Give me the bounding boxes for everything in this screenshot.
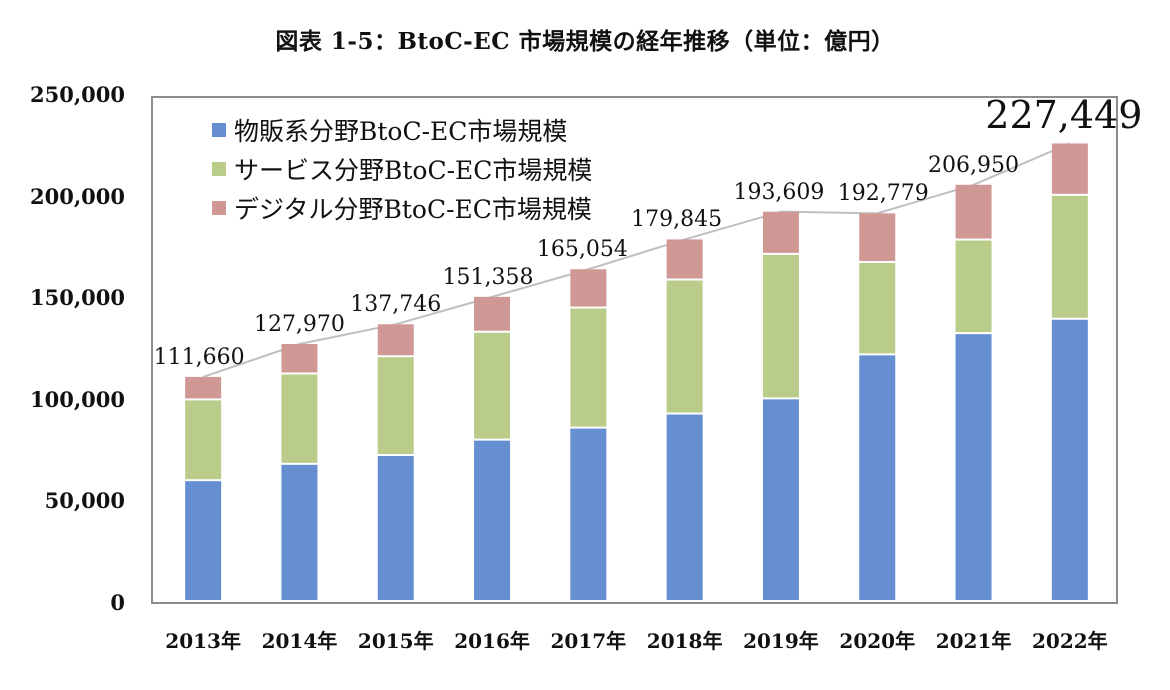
y-tick-label: 0 [110,590,125,615]
bar-segment [955,334,992,600]
bar-segment [185,481,222,600]
bar-segment [762,399,799,600]
total-label: 193,609 [733,179,825,205]
bar-segment [859,355,896,600]
chart-title: 図表 1-5：BtoC-EC 市場規模の経年推移（単位：億円） [275,28,895,55]
total-label: 151,358 [442,264,534,290]
x-tick-label: 2016年 [454,629,530,653]
x-tick-label: 2018年 [646,629,723,653]
bar-segment [1051,195,1088,318]
bar-segment [377,324,414,356]
bar-segment [185,400,222,480]
bar-segment [281,344,318,373]
total-label: 165,054 [536,237,628,263]
legend-label-services: サービス分野BtoC-EC市場規模 [234,155,593,185]
x-tick-label: 2020年 [839,629,916,653]
legend-item-digital: デジタル分野BtoC-EC市場規模 [212,188,592,227]
bar-segment [474,332,511,439]
y-tick-label: 200,000 [30,183,125,209]
legend-swatch-digital [212,200,226,215]
y-tick-label: 100,000 [30,386,125,412]
total-label: 137,746 [350,292,442,318]
y-tick-label: 250,000 [30,82,125,107]
bar-segment [955,184,992,239]
x-tick-label: 2019年 [743,629,819,653]
bar-segment [666,239,703,279]
total-label: 127,970 [253,312,345,337]
bar-segment [1051,319,1088,600]
bar-segment [570,428,607,600]
bar-segment [666,280,703,413]
bar-segment [281,464,318,600]
x-tick-label: 2017年 [550,629,627,653]
bar-segment [377,456,414,600]
legend-item-services: サービス分野BtoC-EC市場規模 [212,149,592,188]
bar-segment [570,269,607,307]
y-tick-label: 150,000 [30,285,125,311]
bar-segment [859,213,896,261]
bar-segment [955,240,992,333]
bar-segment [1051,143,1088,194]
x-tick-label: 2013年 [165,629,241,653]
bar-segment [762,254,799,398]
bar-segment [666,414,703,600]
total-label: 206,950 [928,152,1020,178]
bar-segment [474,440,511,600]
x-tick-label: 2022年 [1032,629,1108,653]
x-tick-label: 2014年 [261,629,338,653]
x-tick-label: 2015年 [357,629,434,653]
bar-segment [377,357,414,455]
bar-segment [185,376,222,399]
legend-label-digital: デジタル分野BtoC-EC市場規模 [234,194,592,224]
bar-segment [859,262,896,354]
bar-segment [570,308,607,427]
bar-segment [281,374,318,463]
total-label: 111,660 [153,344,245,370]
legend-label-goods: 物販系分野BtoC-EC市場規模 [234,116,568,146]
legend-item-goods: 物販系分野BtoC-EC市場規模 [212,110,592,149]
legend: 物販系分野BtoC-EC市場規模 サービス分野BtoC-EC市場規模 デジタル分… [212,110,592,227]
total-trend-line [202,142,1071,378]
bar-segment [762,211,799,253]
total-label: 227,449 [985,93,1143,138]
total-label: 179,845 [631,207,723,233]
total-label: 192,779 [837,181,929,207]
legend-swatch-services [212,161,226,176]
legend-swatch-goods [212,122,226,137]
bar-segment [474,296,511,331]
bar-plot [185,142,1088,600]
plot-area [151,96,1118,604]
y-tick-label: 50,000 [44,488,125,514]
x-tick-label: 2021年 [935,629,1012,653]
